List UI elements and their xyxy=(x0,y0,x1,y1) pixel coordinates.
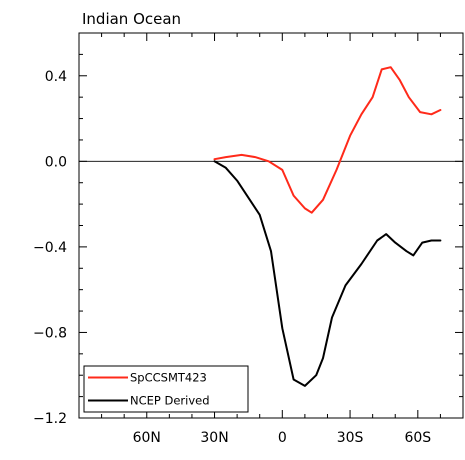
x-tick-label: 0 xyxy=(278,430,287,446)
chart-title: Indian Ocean xyxy=(82,10,181,28)
x-tick-label: 30N xyxy=(200,430,228,446)
legend: SpCCSMT423 NCEP Derived xyxy=(83,365,249,413)
series-layer xyxy=(213,66,442,387)
series-line-0 xyxy=(213,66,442,214)
y-tick-label: 0.0 xyxy=(45,154,67,170)
legend-label-0: SpCCSMT423 xyxy=(130,371,207,385)
legend-label-1: NCEP Derived xyxy=(130,394,210,408)
x-tick-label: 60N xyxy=(133,430,161,446)
axes: 0.4 0.0 −0.4 −0.8 −1.2 60N 30N 0 30S 60S xyxy=(33,32,464,446)
x-tick-label: 60S xyxy=(404,430,431,446)
y-tick-label: −0.4 xyxy=(33,240,67,256)
y-tick-label: 0.4 xyxy=(45,69,67,85)
x-tick-label: 30S xyxy=(337,430,364,446)
y-tick-label: −0.8 xyxy=(33,325,67,341)
legend-box xyxy=(83,365,249,413)
series-line-1 xyxy=(213,160,442,387)
y-tick-label: −1.2 xyxy=(33,411,67,427)
